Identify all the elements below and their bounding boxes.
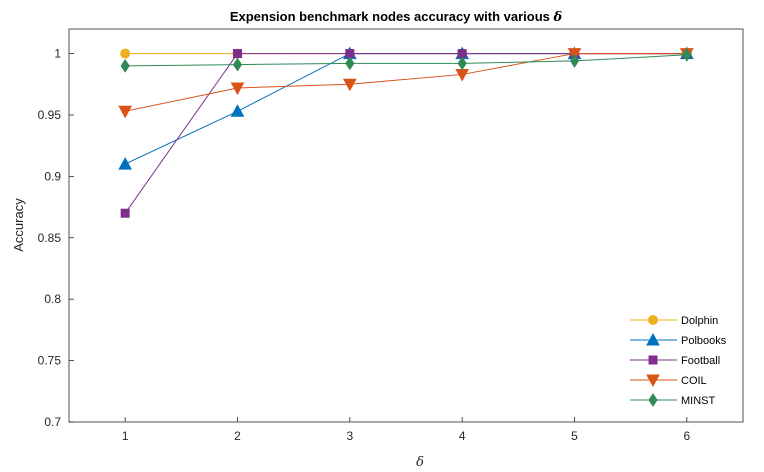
legend-box [622, 308, 732, 410]
legend-label-football: Football [681, 355, 720, 367]
y-tick-label: 0.9 [44, 169, 61, 183]
x-axis-label: δ [416, 455, 424, 470]
x-tick-label: 5 [571, 429, 578, 443]
data-point-coil [230, 82, 245, 95]
data-point-minst [457, 56, 467, 71]
chart-title: Expension benchmark nodes accuracy with … [230, 9, 563, 25]
data-point-football [233, 49, 242, 59]
series-line-coil [125, 53, 687, 112]
x-tick-label: 1 [122, 429, 129, 443]
legend-label-coil: COIL [681, 375, 707, 387]
chart-title-symbol: δ [553, 10, 563, 25]
legend-marker-dolphin [648, 315, 658, 325]
y-tick-label: 1 [54, 47, 61, 61]
data-point-polbooks [230, 104, 245, 117]
legend-label-minst: MINST [681, 395, 716, 407]
legend-marker-football [648, 355, 658, 365]
data-point-coil [342, 78, 357, 92]
legend: Dolphin Polbooks Football COIL MINST [622, 308, 732, 410]
data-point-polbooks [118, 157, 133, 170]
y-axis-label: Accuracy [11, 198, 26, 252]
legend-label-polbooks: Polbooks [681, 335, 727, 347]
legend-marker-polbooks [646, 332, 660, 346]
data-point-dolphin [120, 48, 131, 59]
legend-marker-minst [648, 393, 658, 407]
series-minst [120, 47, 692, 73]
y-tick-label: 0.7 [44, 415, 61, 429]
data-point-minst [345, 56, 355, 71]
x-tick-label: 2 [234, 429, 241, 443]
axis-ticks: 1 2 3 4 5 6 0.7 0.75 0.8 0.85 0.9 0.95 1 [38, 47, 691, 443]
data-point-minst [232, 57, 243, 72]
data-point-coil [118, 105, 133, 119]
y-tick-label: 0.95 [38, 108, 62, 122]
series-layer [118, 46, 694, 218]
data-point-football [120, 208, 130, 218]
data-point-minst [682, 47, 692, 62]
y-tick-label: 0.75 [38, 354, 62, 368]
x-tick-label: 6 [683, 429, 690, 443]
plot-frame [68, 28, 744, 423]
chart-title-text: Expension benchmark nodes accuracy with … [230, 9, 550, 24]
legend-label-dolphin: Dolphin [681, 315, 718, 327]
data-point-football [457, 49, 467, 59]
series-line-minst [125, 54, 687, 67]
data-point-minst [569, 54, 580, 68]
data-point-minst [120, 58, 130, 73]
x-tick-label: 4 [459, 429, 466, 443]
x-tick-label: 3 [346, 429, 353, 443]
legend-marker-coil [646, 374, 660, 388]
y-tick-label: 0.8 [44, 292, 61, 306]
data-point-football [345, 49, 355, 59]
y-tick-label: 0.85 [38, 231, 62, 245]
